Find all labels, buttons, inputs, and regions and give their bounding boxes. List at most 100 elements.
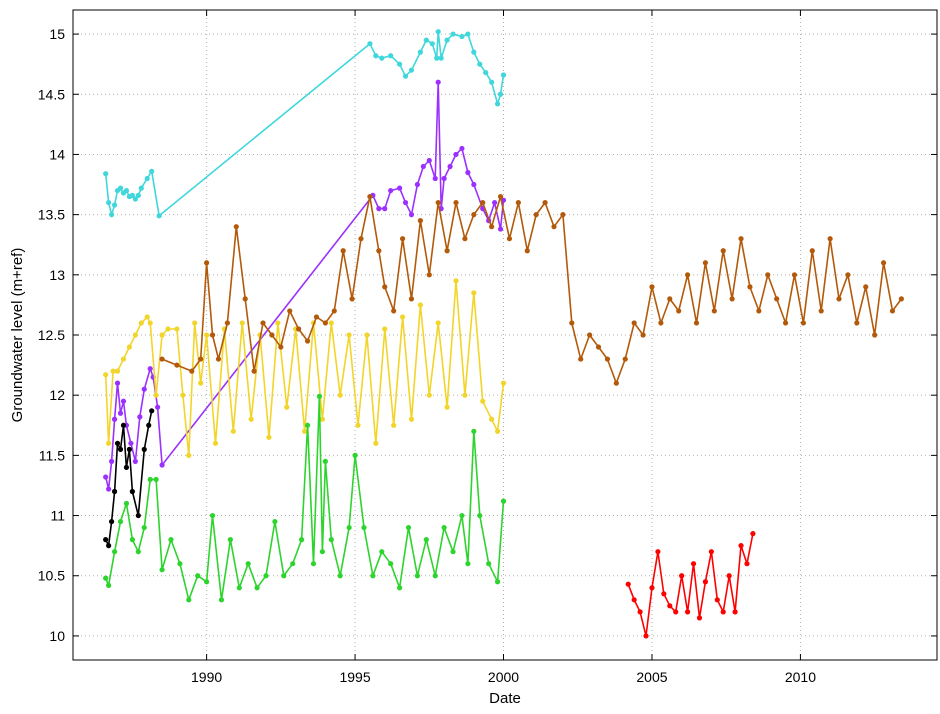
data-point	[129, 537, 135, 543]
data-point	[800, 320, 806, 326]
data-point	[420, 163, 426, 170]
data-point	[497, 91, 504, 97]
data-point	[224, 320, 230, 326]
data-point	[465, 31, 471, 37]
data-point	[679, 573, 685, 579]
data-point	[434, 55, 440, 61]
data-point	[248, 416, 254, 422]
data-point	[604, 356, 611, 362]
data-point	[471, 428, 477, 434]
data-point	[497, 226, 504, 232]
data-point	[471, 290, 477, 296]
data-point	[809, 248, 815, 254]
y-tick-label: 12.5	[38, 327, 65, 343]
data-point	[108, 212, 115, 218]
data-point	[186, 597, 192, 603]
data-point	[477, 61, 483, 67]
series-0	[103, 29, 507, 219]
data-point	[123, 187, 130, 194]
y-tick-label: 11.5	[39, 447, 65, 463]
data-point	[204, 260, 210, 266]
data-point	[417, 49, 423, 55]
data-point	[358, 236, 364, 242]
data-point	[435, 199, 441, 206]
data-point	[453, 199, 459, 206]
data-point	[702, 260, 709, 266]
data-point	[186, 452, 192, 458]
series-line	[161, 195, 903, 384]
data-point	[177, 561, 183, 567]
data-point	[438, 55, 444, 61]
data-point	[128, 440, 134, 446]
data-point	[462, 392, 468, 398]
data-point	[132, 196, 138, 202]
data-point	[103, 372, 109, 378]
data-point	[845, 272, 851, 278]
data-point	[209, 332, 216, 338]
data-point	[489, 416, 495, 422]
data-point	[106, 486, 112, 492]
data-point	[370, 573, 376, 579]
data-point	[198, 356, 204, 362]
data-point	[367, 41, 373, 47]
data-point	[494, 579, 501, 585]
data-point	[435, 79, 441, 85]
data-point	[218, 597, 225, 603]
data-point	[149, 408, 155, 414]
data-point	[497, 193, 504, 200]
data-point	[299, 537, 305, 543]
data-point	[720, 609, 726, 615]
data-point	[408, 212, 415, 218]
data-point	[402, 73, 409, 79]
data-point	[242, 296, 248, 302]
data-point	[215, 356, 222, 362]
data-point	[379, 549, 385, 555]
data-point	[281, 573, 287, 579]
data-point	[711, 308, 717, 314]
data-point	[146, 422, 152, 428]
y-tick-label: 14	[49, 146, 65, 162]
data-point	[304, 422, 311, 428]
data-point	[444, 37, 450, 43]
data-point	[515, 199, 521, 206]
data-point	[622, 356, 628, 362]
data-point	[471, 181, 477, 188]
data-point	[245, 561, 251, 567]
data-point	[414, 181, 421, 188]
data-point	[103, 171, 109, 177]
data-point	[149, 168, 155, 174]
data-point	[880, 260, 887, 266]
data-point	[328, 320, 334, 326]
data-point	[120, 356, 127, 362]
data-point	[750, 531, 756, 537]
data-point	[661, 591, 667, 597]
y-tick-label: 12	[49, 387, 65, 403]
data-point	[340, 248, 346, 254]
data-point	[673, 609, 679, 615]
data-point	[489, 224, 495, 230]
data-point	[402, 199, 409, 206]
data-point	[643, 633, 649, 639]
data-point	[542, 199, 548, 206]
data-point	[631, 320, 637, 326]
data-point	[533, 212, 539, 218]
data-point	[889, 308, 896, 314]
data-point	[106, 543, 112, 549]
data-point	[732, 609, 738, 615]
data-point	[483, 69, 489, 76]
data-point	[524, 248, 530, 254]
data-point	[441, 175, 447, 182]
data-point	[141, 386, 147, 392]
data-point	[114, 368, 121, 374]
data-point	[391, 308, 397, 314]
data-point	[138, 320, 144, 326]
data-point	[129, 488, 135, 495]
data-point	[156, 213, 162, 219]
data-point	[432, 175, 438, 182]
data-point	[587, 332, 593, 338]
data-point	[108, 458, 115, 464]
data-point	[174, 362, 180, 368]
data-point	[227, 537, 233, 543]
data-point	[708, 549, 714, 555]
data-point	[310, 561, 317, 567]
